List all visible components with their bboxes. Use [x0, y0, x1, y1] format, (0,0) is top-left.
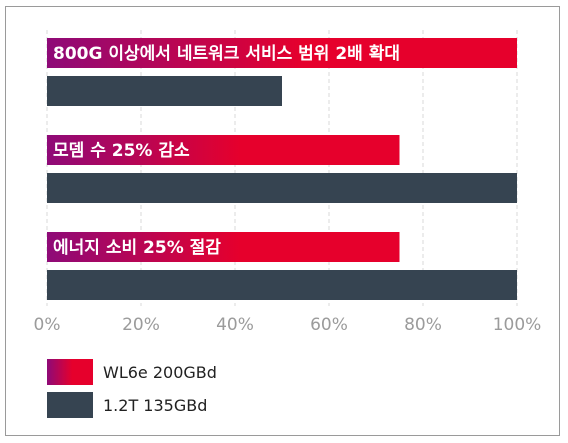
x-tick-label: 100% — [493, 315, 542, 335]
legend-label: 1.2T 135GBd — [103, 396, 207, 415]
x-tick-label: 20% — [122, 315, 160, 335]
legend-swatch — [47, 392, 93, 418]
bar-wl6e-200gbd — [47, 38, 517, 68]
bar-wl6e-200gbd — [47, 232, 400, 262]
x-tick-label: 60% — [310, 315, 348, 335]
bar-1-2t-135gbd — [47, 173, 517, 203]
bar-1-2t-135gbd — [47, 270, 517, 300]
category-label: 800G 이상에서 네트워크 서비스 범위 2배 확대 — [53, 44, 400, 64]
legend-swatch — [47, 359, 93, 385]
bar-1-2t-135gbd — [47, 76, 282, 106]
category-label: 모뎀 수 25% 감소 — [53, 141, 190, 161]
category-label: 에너지 소비 25% 절감 — [53, 237, 221, 258]
bar-wl6e-200gbd — [47, 135, 400, 165]
legend-label: WL6e 200GBd — [103, 363, 217, 382]
x-tick-label: 40% — [216, 315, 254, 335]
x-tick-label: 80% — [404, 315, 442, 335]
x-tick-label: 0% — [34, 315, 61, 335]
